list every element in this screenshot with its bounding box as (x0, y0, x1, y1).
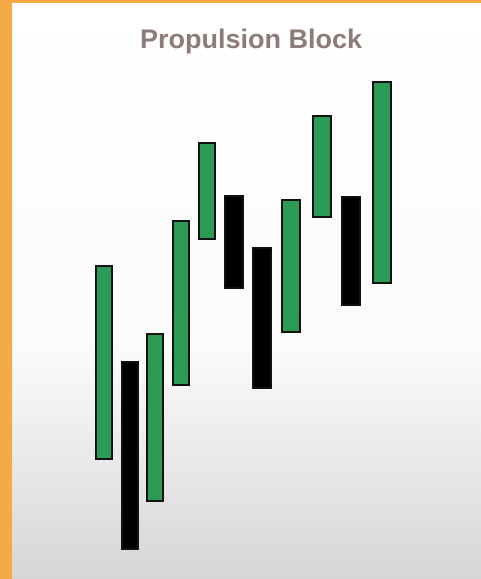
bull-candle (281, 199, 301, 333)
bull-candle (95, 265, 113, 460)
bear-candle (224, 195, 244, 289)
bear-candle (121, 361, 139, 550)
bull-candle (172, 220, 190, 386)
background (12, 3, 481, 579)
bull-candle (198, 142, 216, 240)
bull-candle (312, 115, 332, 218)
bull-candle (372, 81, 392, 284)
bear-candle (341, 196, 361, 306)
title: Propulsion Block (140, 24, 363, 54)
candles (95, 81, 392, 550)
bear-candle (252, 247, 272, 389)
bull-candle (146, 333, 164, 502)
